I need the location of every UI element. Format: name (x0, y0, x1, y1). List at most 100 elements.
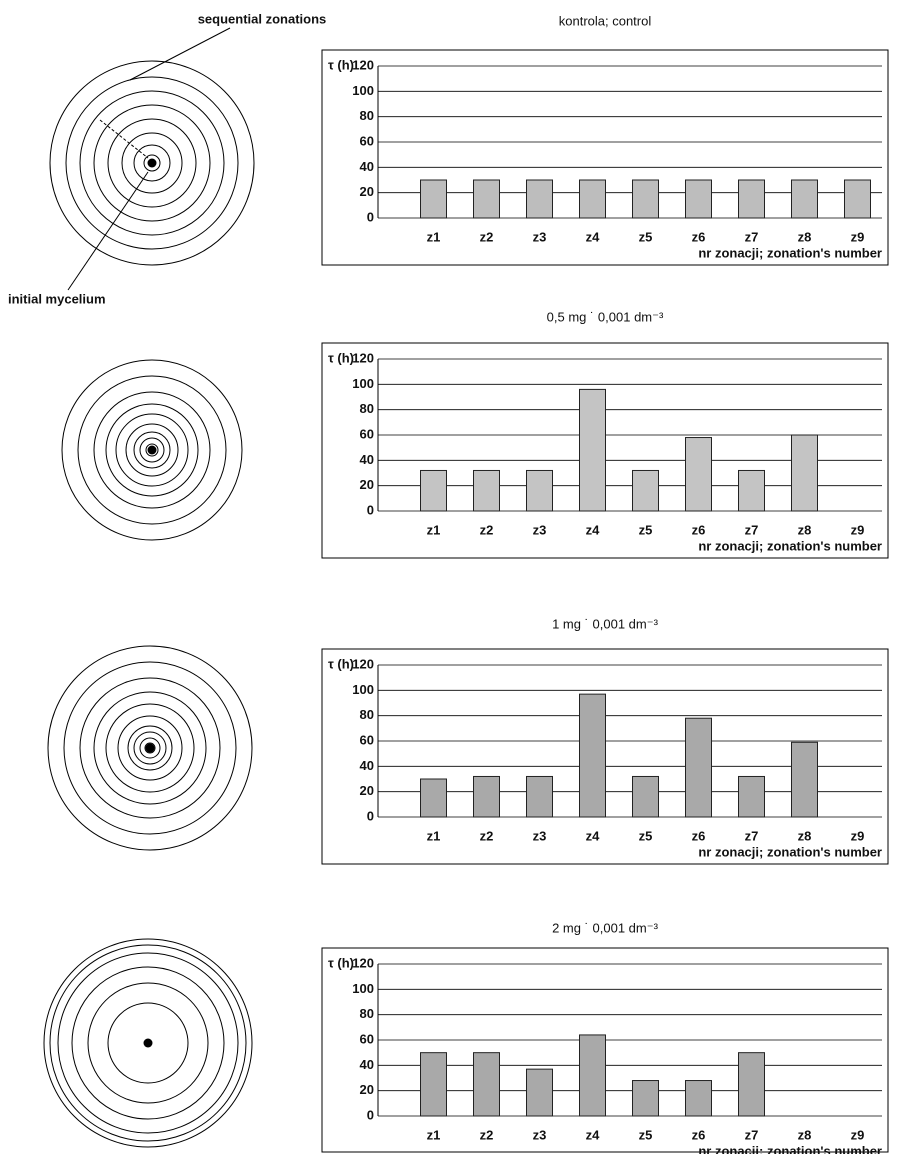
bar (474, 1053, 500, 1116)
y-tick-label: 0 (367, 808, 374, 823)
y-tick-label: 0 (367, 209, 374, 224)
bar (633, 470, 659, 511)
x-tick-label: z6 (692, 229, 706, 244)
y-tick-label: 80 (360, 108, 374, 123)
x-tick-label: z8 (798, 828, 812, 843)
y-tick-label: 100 (352, 376, 374, 391)
y-tick-label: 0 (367, 502, 374, 517)
chart-title: 1 mg ˙ 0,001 dm⁻³ (552, 616, 659, 631)
x-tick-label: z5 (639, 522, 653, 537)
y-tick-label: 100 (352, 682, 374, 697)
bar (686, 438, 712, 511)
y-tick-label: 60 (360, 133, 374, 148)
x-tick-label: z4 (586, 229, 601, 244)
bar (474, 180, 500, 218)
y-tick-label: 80 (360, 707, 374, 722)
x-tick-label: z2 (480, 522, 494, 537)
y-tick-label: 40 (360, 758, 374, 773)
diagram-label: sequential zonations (198, 11, 327, 26)
x-tick-label: z8 (798, 1127, 812, 1142)
bar (527, 180, 553, 218)
bar (633, 776, 659, 817)
bar (527, 776, 553, 817)
bar (421, 180, 447, 218)
x-tick-label: z9 (851, 522, 865, 537)
x-tick-label: z8 (798, 229, 812, 244)
bar (686, 1081, 712, 1116)
initial-mycelium (148, 159, 157, 168)
bar (580, 180, 606, 218)
bar (739, 1053, 765, 1116)
x-tick-label: z6 (692, 1127, 706, 1142)
y-axis-label: τ (h) (328, 656, 354, 671)
bar (580, 389, 606, 511)
x-tick-label: z1 (427, 1127, 441, 1142)
x-tick-label: z9 (851, 1127, 865, 1142)
bar (792, 180, 818, 218)
diagram-label: initial mycelium (8, 291, 106, 306)
bar (686, 718, 712, 817)
x-tick-label: z2 (480, 229, 494, 244)
x-axis-label: nr zonacji; zonation's number (698, 1143, 882, 1154)
y-tick-label: 20 (360, 184, 374, 199)
y-tick-label: 20 (360, 477, 374, 492)
y-axis-label: τ (h) (328, 350, 354, 365)
x-tick-label: z3 (533, 229, 547, 244)
x-tick-label: z1 (427, 522, 441, 537)
initial-mycelium (146, 744, 155, 753)
bar (580, 1035, 606, 1116)
y-tick-label: 40 (360, 159, 374, 174)
x-tick-label: z2 (480, 1127, 494, 1142)
x-tick-label: z4 (586, 522, 601, 537)
y-axis-label: τ (h) (328, 57, 354, 72)
x-tick-label: z2 (480, 828, 494, 843)
pointer-line (68, 172, 148, 290)
x-tick-label: z7 (745, 229, 759, 244)
bar (633, 180, 659, 218)
x-tick-label: z7 (745, 1127, 759, 1142)
y-tick-label: 120 (352, 57, 374, 72)
x-tick-label: z4 (586, 828, 601, 843)
x-tick-label: z6 (692, 522, 706, 537)
y-tick-label: 60 (360, 426, 374, 441)
bar (633, 1081, 659, 1116)
x-tick-label: z1 (427, 229, 441, 244)
y-tick-label: 20 (360, 1082, 374, 1097)
y-tick-label: 120 (352, 955, 374, 970)
y-axis-label: τ (h) (328, 955, 354, 970)
pointer-line (130, 28, 230, 80)
chart-title: 0,5 mg ˙ 0,001 dm⁻³ (547, 309, 664, 324)
bar (739, 470, 765, 511)
y-tick-label: 120 (352, 350, 374, 365)
y-tick-label: 0 (367, 1107, 374, 1122)
x-tick-label: z1 (427, 828, 441, 843)
y-tick-label: 60 (360, 732, 374, 747)
bar (421, 470, 447, 511)
bar (527, 470, 553, 511)
y-tick-label: 80 (360, 1006, 374, 1021)
chart-title: kontrola; control (559, 13, 652, 28)
bar (580, 694, 606, 817)
x-axis-label: nr zonacji; zonation's number (698, 538, 882, 553)
chart-title: 2 mg ˙ 0,001 dm⁻³ (552, 920, 659, 935)
x-tick-label: z3 (533, 522, 547, 537)
bar (739, 776, 765, 817)
x-tick-label: z5 (639, 229, 653, 244)
x-axis-label: nr zonacji; zonation's number (698, 245, 882, 260)
figure: sequential zonations initial mycelium ko… (0, 0, 898, 1154)
x-tick-label: z6 (692, 828, 706, 843)
initial-mycelium (144, 1039, 153, 1048)
y-tick-label: 40 (360, 452, 374, 467)
x-tick-label: z4 (586, 1127, 601, 1142)
x-axis-label: nr zonacji; zonation's number (698, 844, 882, 859)
initial-mycelium (148, 446, 157, 455)
bar (421, 1053, 447, 1116)
bar (739, 180, 765, 218)
x-tick-label: z3 (533, 828, 547, 843)
y-tick-label: 40 (360, 1057, 374, 1072)
bar (474, 470, 500, 511)
y-tick-label: 80 (360, 401, 374, 416)
bar (792, 742, 818, 817)
x-tick-label: z5 (639, 828, 653, 843)
x-tick-label: z8 (798, 522, 812, 537)
